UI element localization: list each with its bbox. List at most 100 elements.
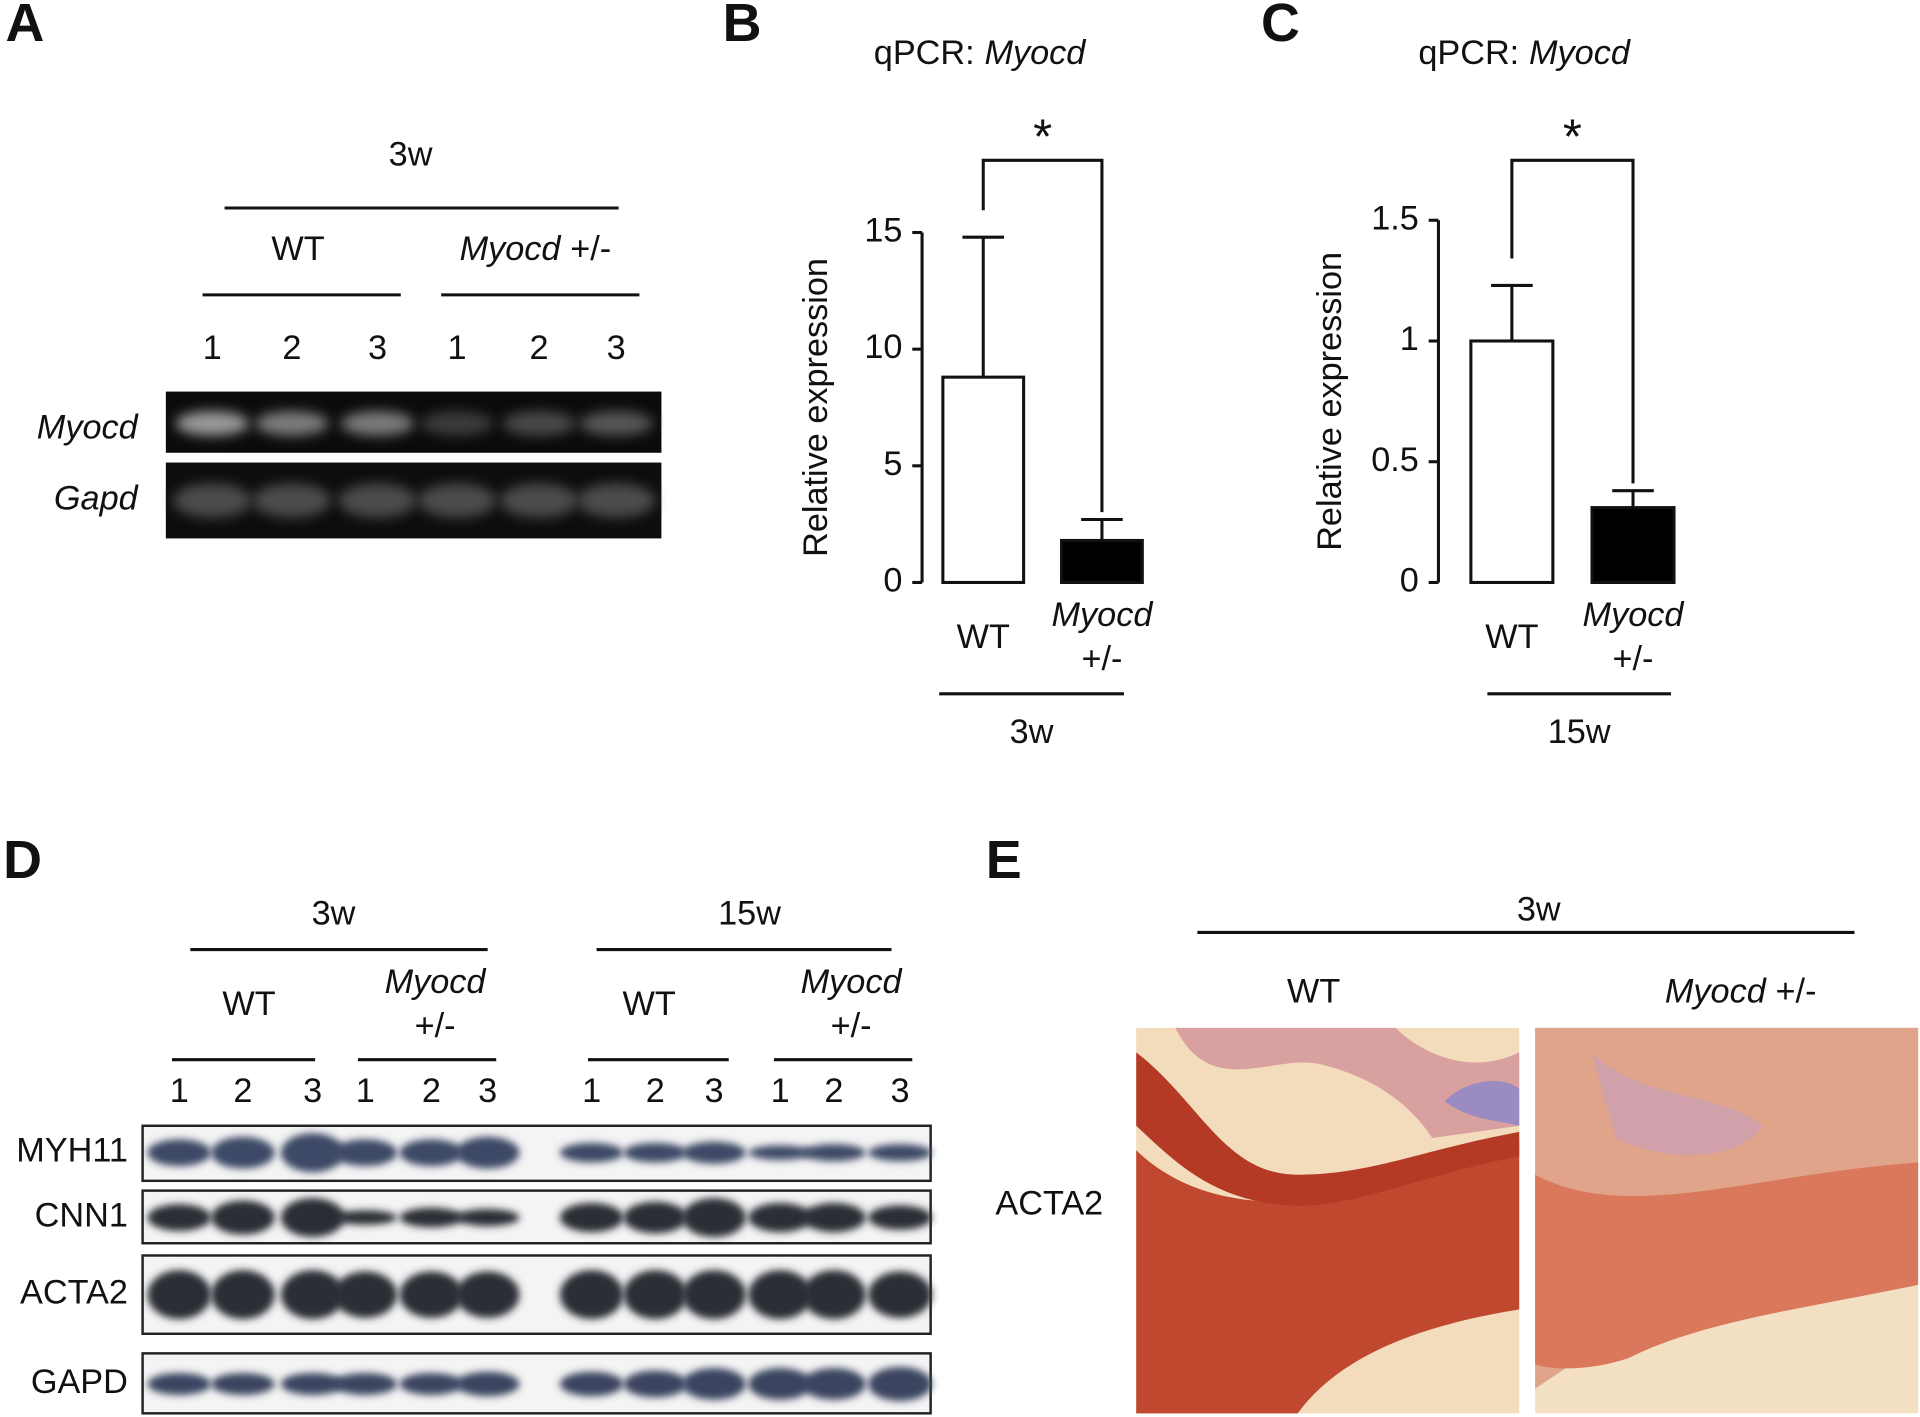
gel-band [420,411,494,436]
blot-band [748,1202,812,1233]
blot-band [559,1142,624,1163]
y-tick-label: 0.5 [1371,441,1419,479]
lane-label: 3 [607,329,626,367]
age-label: 3w [389,136,433,174]
age-label: 3w [312,894,356,932]
y-tick-label: 0 [1400,562,1419,600]
significance-label: * [1033,111,1052,165]
lane-label: 2 [233,1072,252,1110]
age-label: 15w [718,894,781,932]
blot-band [280,1372,345,1395]
error-bar [1081,517,1123,541]
row-label: CNN1 [35,1197,128,1235]
blot-band [623,1201,688,1234]
genotype-label: +/- [1613,640,1654,678]
panel-label: E [986,830,1022,890]
gel-band [417,483,497,518]
title-text: qPCR: [874,34,975,72]
error-bar [1491,283,1533,341]
blot-band [147,1270,212,1320]
blot-band [280,1197,345,1238]
y-tick-label: 1.5 [1371,199,1419,237]
histology-wt [1136,1027,1520,1414]
lane-label: 1 [203,329,222,367]
blot-band [623,1142,688,1163]
blot-band [748,1145,812,1161]
genotype-label: +/- [415,1007,456,1045]
blot-band [559,1270,624,1320]
panel-label: A [6,0,45,53]
blot-band [280,1270,345,1320]
genotype-label: Myocd +/- [1665,973,1817,1011]
error-bar [1612,489,1654,508]
genotype-label: +/- [570,230,611,268]
blot-band [455,1208,520,1227]
blot-band [399,1271,464,1318]
gel-band [255,411,329,436]
bar [1060,538,1144,584]
panel-label: C [1261,0,1300,53]
significance-label: * [1563,111,1582,165]
blot-band [868,1366,932,1402]
blot-band [333,1139,398,1167]
panel-label: D [3,830,42,890]
panel-label: B [723,0,762,53]
blot-band [682,1197,746,1238]
y-tick-label: 1 [1400,320,1419,358]
gel-band [338,483,417,518]
gel-band [579,411,653,436]
genotype-label: +/- [1081,640,1122,678]
blot-band [333,1210,398,1225]
gel-band [502,411,576,436]
blot-band [748,1270,812,1320]
blot-band [455,1136,520,1169]
row-label: ACTA2 [20,1274,128,1312]
blot-band [399,1139,464,1167]
blot-band [399,1207,464,1228]
blot-band [455,1371,520,1397]
lane-label: 1 [356,1072,375,1110]
genotype-label: WT [623,985,676,1023]
chart-title: qPCR: Myocd [874,34,1087,72]
blot-band [868,1144,932,1162]
lane-label: 3 [478,1072,497,1110]
y-tick-label: 15 [864,212,902,250]
row-label: Gapd [54,480,139,518]
blot-band [280,1133,345,1173]
row-label: ACTA2 [995,1184,1103,1222]
y-axis-label: Relative expression [1311,252,1349,551]
blot-band [682,1270,746,1320]
row-label: Myocd [37,409,139,447]
y-tick-label: 5 [883,445,902,483]
bar [1590,506,1676,584]
genotype-label: WT [1287,973,1340,1011]
blot-band [802,1144,866,1162]
gel-band [252,483,332,518]
genotype-label: +/- [831,1007,872,1045]
blot-band [211,1136,275,1169]
lane-label: 1 [170,1072,189,1110]
gene-label: Myocd [1583,596,1685,634]
blot-band [559,1202,624,1233]
lane-label: 1 [582,1072,601,1110]
chart-title: qPCR: Myocd [1418,34,1631,72]
blot-band [623,1270,688,1320]
blot-band [211,1270,275,1320]
lane-label: 2 [824,1072,843,1110]
bar [941,375,1026,584]
lane-label: 1 [448,329,467,367]
significance-bracket [981,158,1104,513]
y-tick-label: 10 [864,328,902,366]
blot-band [868,1205,932,1230]
gel-band [340,411,415,436]
row-label: GAPD [31,1363,128,1401]
genotype-label: Myocd +/- [460,230,612,268]
title-gene: Myocd [984,34,1086,72]
lane-label: 1 [771,1072,790,1110]
histology-myocd [1535,1027,1919,1414]
blot-band [333,1372,398,1395]
blot-band [559,1371,624,1397]
row-label: MYH11 [16,1132,128,1170]
group-label: 3w [1010,713,1054,751]
blot-band [399,1372,464,1395]
